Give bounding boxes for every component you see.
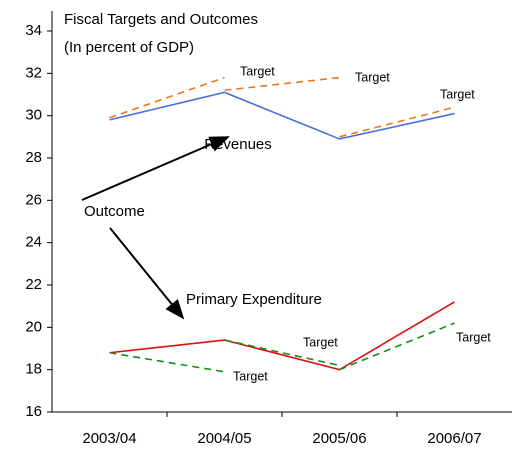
series-label: Primary Expenditure: [186, 291, 322, 308]
series-line: [224, 339, 340, 367]
series-label: Target: [303, 335, 338, 349]
series-line: [109, 76, 225, 119]
chart-subtitle: (In percent of GDP): [64, 39, 194, 56]
arrow: [81, 136, 230, 201]
y-tick-label: 26: [25, 191, 42, 208]
series-label: Target: [456, 330, 491, 344]
y-tick-label: 24: [25, 234, 42, 251]
series-label: Target: [233, 369, 268, 383]
y-tick-label: 28: [25, 149, 42, 166]
x-tick-label: 2004/05: [197, 430, 251, 447]
series-line: [339, 322, 455, 371]
y-tick-label: 32: [25, 64, 42, 81]
series-label: Revenues: [204, 136, 272, 153]
series-label: Target: [355, 70, 390, 84]
y-tick-label: 20: [25, 318, 42, 335]
series-line: [109, 301, 455, 371]
y-tick-label: 30: [25, 107, 42, 124]
x-tick-label: 2006/07: [427, 430, 481, 447]
series-line: [109, 91, 455, 140]
arrow: [109, 227, 185, 320]
series-label: Target: [440, 87, 475, 101]
series-line: [339, 106, 455, 138]
series-line: [109, 351, 225, 373]
x-tick-label: 2003/04: [82, 430, 136, 447]
series-label: Target: [240, 64, 275, 78]
y-tick-label: 18: [25, 361, 42, 378]
y-tick-label: 22: [25, 276, 42, 293]
chart-title: Fiscal Targets and Outcomes: [64, 11, 258, 28]
x-tick-label: 2005/06: [312, 430, 366, 447]
series-line: [224, 76, 340, 92]
y-tick-label: 16: [25, 403, 42, 420]
y-tick-label: 34: [25, 22, 42, 39]
annotation: Outcome: [84, 203, 145, 220]
